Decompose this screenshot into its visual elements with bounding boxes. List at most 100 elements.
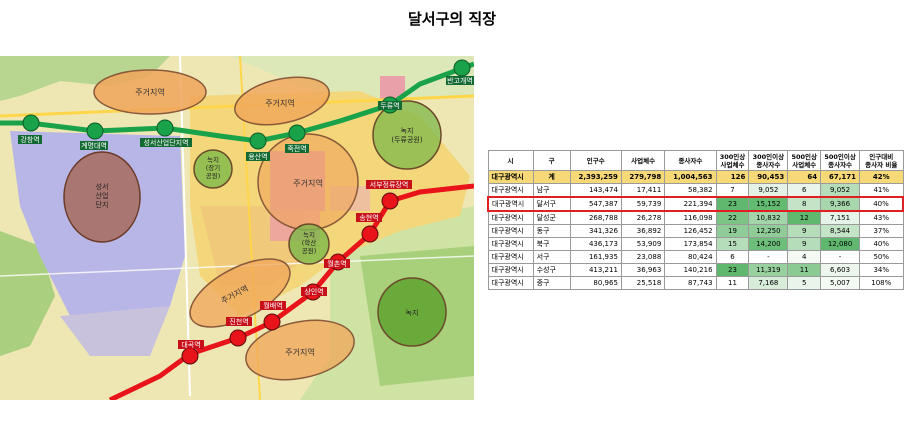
table-cell: 140,216 bbox=[664, 263, 717, 277]
column-header: 인구대비 종사자 비율 bbox=[859, 150, 904, 171]
column-header: 시 bbox=[487, 150, 534, 171]
station-label: 강창역 bbox=[20, 135, 39, 144]
green-label: 녹지 (두류공원) bbox=[391, 126, 422, 144]
table-cell: 34% bbox=[859, 263, 904, 277]
table-row: 대구광역시 북구 436,173 53,909 173,854 15 14,200 9 12,0… bbox=[487, 237, 904, 251]
table-cell: 40% bbox=[859, 196, 904, 212]
station-label: 성서산업단지역 bbox=[143, 138, 188, 147]
column-header: 사업체수 bbox=[620, 150, 666, 171]
green-label-line: 녹지 bbox=[401, 126, 414, 135]
table-cell: 173,854 bbox=[664, 237, 717, 251]
table-cell: 547,387 bbox=[569, 196, 622, 212]
green-label-line: (두류공원) bbox=[391, 135, 422, 144]
station-marker bbox=[181, 347, 199, 365]
industrial-zone bbox=[63, 151, 141, 243]
green-zone bbox=[372, 100, 442, 170]
table-cell: 67,171 bbox=[820, 170, 860, 184]
table-row: 대구광역시 달서구 547,387 59,739 221,394 23 15,152 8 9,3… bbox=[486, 196, 904, 212]
table-cell: 8,544 bbox=[820, 224, 860, 238]
table-cell: 7,168 bbox=[748, 276, 789, 290]
column-header: 500인이상 종사자수 bbox=[820, 150, 860, 171]
table-cell: 7,151 bbox=[820, 210, 860, 225]
green-zone bbox=[193, 149, 233, 189]
station-marker bbox=[249, 132, 267, 150]
station-marker bbox=[22, 114, 40, 132]
table-cell: 6 bbox=[787, 183, 822, 198]
station-label: 두류역 bbox=[380, 101, 399, 110]
table-row: 대구광역시 동구 341,326 36,892 126,452 19 12,250 9 8,54… bbox=[487, 224, 904, 238]
table-row: 대구광역시 서구 161,935 23,088 80,424 6-4-50% bbox=[487, 250, 904, 264]
residential-zone bbox=[93, 69, 207, 115]
industrial-label: 성서 산업 단지 bbox=[96, 182, 109, 209]
table-cell: 87,743 bbox=[664, 276, 717, 290]
table-cell: 80,424 bbox=[664, 250, 717, 264]
table-cell: 대구광역시 bbox=[487, 276, 534, 290]
table-cell: 143,474 bbox=[569, 183, 622, 198]
table-cell: 161,935 bbox=[569, 250, 622, 264]
table-cell: 대구광역시 bbox=[487, 237, 534, 251]
table-cell: 계 bbox=[532, 170, 571, 184]
table-cell: 41% bbox=[859, 183, 904, 198]
table-cell: 15,152 bbox=[748, 196, 789, 212]
table-cell: 19 bbox=[715, 224, 750, 238]
green-label-line: (학산 bbox=[302, 238, 317, 247]
table-cell: 9,052 bbox=[748, 183, 789, 198]
table-cell: 15 bbox=[715, 237, 750, 251]
table-cell: 22 bbox=[715, 210, 750, 225]
table-cell: - bbox=[820, 250, 860, 264]
table-cell: 108% bbox=[859, 276, 904, 290]
station-marker bbox=[263, 313, 281, 331]
table-row: 대구광역시 계 2,393,259 279,798 1,004,563 126 90,453… bbox=[487, 170, 904, 184]
station-label: 월배역 bbox=[263, 301, 282, 310]
table-cell: 2,393,259 bbox=[569, 170, 622, 184]
table-cell: 40% bbox=[859, 237, 904, 251]
table-cell: 43% bbox=[859, 210, 904, 225]
table-cell: 9,366 bbox=[820, 196, 860, 212]
zone-label: 주거지역 bbox=[135, 87, 164, 97]
table-cell: 대구광역시 bbox=[487, 170, 534, 184]
table-cell: 59,739 bbox=[620, 196, 666, 212]
table-cell: 23 bbox=[715, 196, 750, 212]
table-cell: 8 bbox=[787, 196, 822, 212]
green-label-line: 녹지 bbox=[303, 230, 315, 239]
table-cell: 58,382 bbox=[664, 183, 717, 198]
station-marker bbox=[229, 329, 247, 347]
table-cell: - bbox=[748, 250, 789, 264]
employment-table: 시 구 인구수 사업체수 종사자수 300인상 사업체수 300인이상 종사자수 500인상 사업체… bbox=[486, 150, 904, 290]
table-cell: 53,909 bbox=[620, 237, 666, 251]
table-cell: 대구광역시 bbox=[487, 183, 534, 198]
zone-label: 주거지역 bbox=[293, 178, 322, 188]
table-cell: 126,452 bbox=[664, 224, 717, 238]
table-cell: 대구광역시 bbox=[487, 210, 534, 225]
table-cell: 23,088 bbox=[620, 250, 666, 264]
station-marker bbox=[361, 225, 379, 243]
table-cell: 80,965 bbox=[569, 276, 622, 290]
green-label-line: 공원) bbox=[302, 246, 317, 255]
column-header: 500인상 사업체수 bbox=[787, 150, 822, 171]
column-header: 인구수 bbox=[569, 150, 622, 171]
table-cell: 9,052 bbox=[820, 183, 860, 198]
table-cell: 11 bbox=[715, 276, 750, 290]
table-cell: 동구 bbox=[532, 224, 571, 238]
table-cell: 36,892 bbox=[620, 224, 666, 238]
column-header: 300인상 사업체수 bbox=[715, 150, 750, 171]
station-label: 송현역 bbox=[359, 213, 378, 222]
table-cell: 12,080 bbox=[820, 237, 860, 251]
table-header-row: 시 구 인구수 사업체수 종사자수 300인상 사업체수 300인이상 종사자수 500인상 사업체… bbox=[487, 150, 904, 171]
green-label: 녹지 bbox=[406, 308, 419, 317]
station-label: 월촌역 bbox=[327, 259, 346, 268]
district-map: 주거지역 주거지역 주거지역 주거지역 주거지역 성서 산업 단지 녹지 (두류공원)… bbox=[0, 56, 474, 400]
table-cell: 4 bbox=[787, 250, 822, 264]
green-label: 녹지 (장기 공원) bbox=[206, 155, 221, 180]
table-body: 대구광역시 계 2,393,259 279,798 1,004,563 126 90,453… bbox=[486, 170, 904, 290]
column-header: 구 bbox=[532, 150, 571, 171]
table-cell: 14,200 bbox=[748, 237, 789, 251]
table-cell: 북구 bbox=[532, 237, 571, 251]
table-cell: 5 bbox=[787, 276, 822, 290]
table-cell: 대구광역시 bbox=[487, 263, 534, 277]
line2-labels: 강창역 계명대역 성서산업단지역 용산역 죽전역 두류역 반고개역 bbox=[18, 76, 474, 161]
green-zone bbox=[377, 277, 447, 347]
table-cell: 1,004,563 bbox=[664, 170, 717, 184]
table-cell: 50% bbox=[859, 250, 904, 264]
table-cell: 341,326 bbox=[569, 224, 622, 238]
